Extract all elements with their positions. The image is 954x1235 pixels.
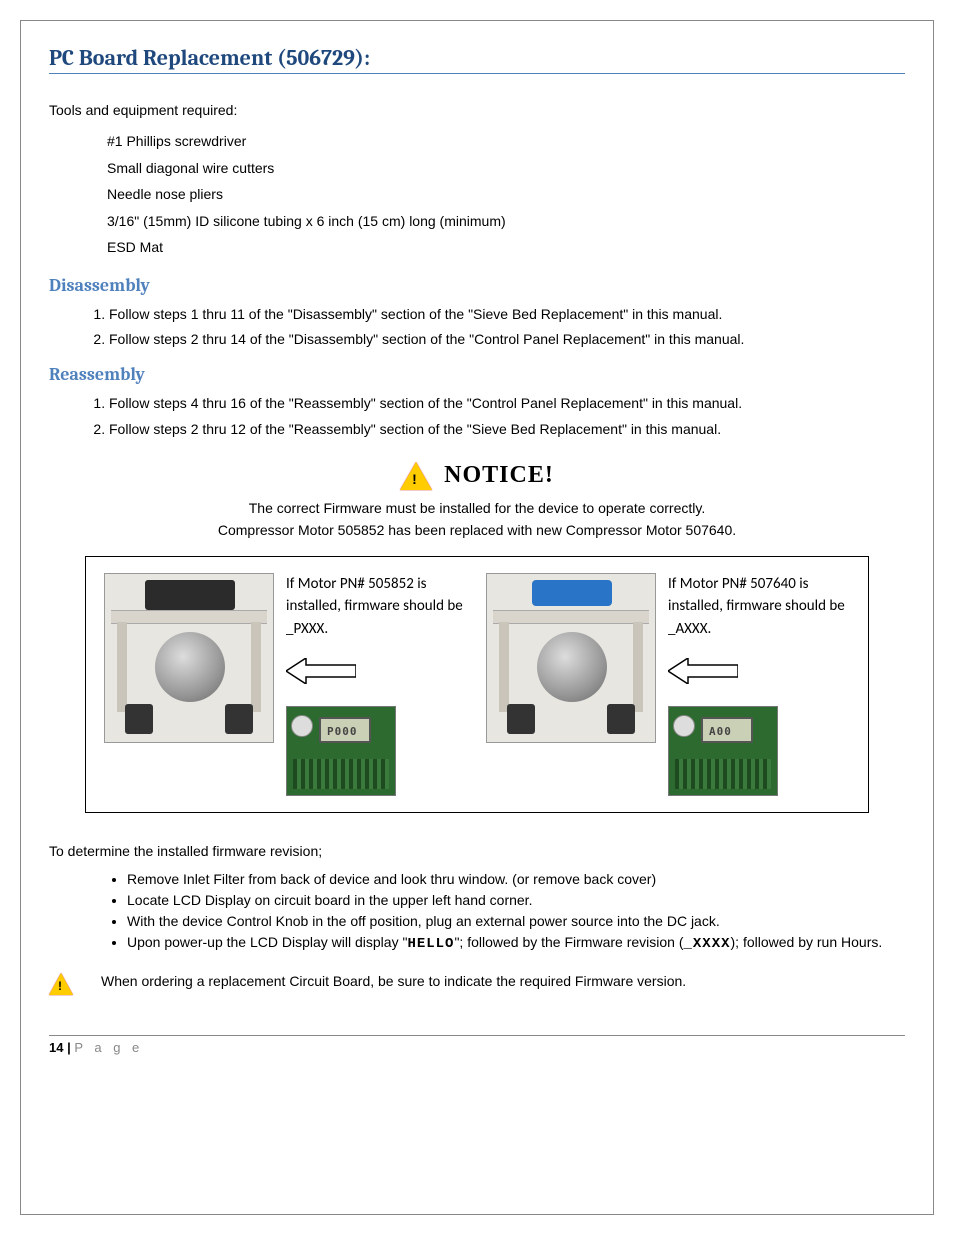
arrow-left-icon (668, 658, 738, 684)
disassembly-heading: Disassembly (49, 275, 905, 296)
panel-left-caption: If Motor PN# 505852 is installed, firmwa… (286, 573, 468, 641)
firmware-panel: If Motor PN# 505852 is installed, firmwa… (85, 556, 869, 814)
page-word: P a g e (74, 1040, 143, 1055)
page-frame: PC Board Replacement (506729): Tools and… (20, 20, 934, 1215)
arrow-left-icon (286, 658, 356, 684)
notice-word: NOTICE! (444, 462, 554, 489)
tool-item: 3/16" (15mm) ID silicone tubing x 6 inch… (107, 208, 905, 235)
page-footer: 14 | P a g e (49, 1035, 905, 1055)
page-title: PC Board Replacement (506729): (49, 45, 905, 74)
panel-right-caption: If Motor PN# 507640 is installed, firmwa… (668, 573, 850, 641)
tool-item: Small diagonal wire cutters (107, 155, 905, 182)
step: Follow steps 4 thru 16 of the "Reassembl… (109, 391, 905, 416)
hello-code: HELLO (407, 936, 454, 952)
motor-photo-507640 (486, 573, 656, 743)
step: Follow steps 2 thru 14 of the "Disassemb… (109, 327, 905, 352)
bullet: Upon power-up the LCD Display will displ… (127, 932, 905, 955)
determine-list: Remove Inlet Filter from back of device … (127, 869, 905, 955)
motor-photo-505852 (104, 573, 274, 743)
bullet: With the device Control Knob in the off … (127, 911, 905, 932)
ordering-note: When ordering a replacement Circuit Boar… (49, 973, 905, 995)
panel-right: If Motor PN# 507640 is installed, firmwa… (486, 573, 850, 797)
reassembly-heading: Reassembly (49, 364, 905, 385)
tools-list: #1 Phillips screwdriver Small diagonal w… (107, 128, 905, 261)
warning-icon (400, 462, 432, 490)
bullet: Remove Inlet Filter from back of device … (127, 869, 905, 890)
xxxx-code: _XXXX (684, 936, 731, 952)
panel-left: If Motor PN# 505852 is installed, firmwa… (104, 573, 468, 797)
disassembly-steps: Follow steps 1 thru 11 of the "Disassemb… (109, 302, 905, 352)
reassembly-steps: Follow steps 4 thru 16 of the "Reassembl… (109, 391, 905, 441)
page-number: 14 | (49, 1040, 74, 1055)
tools-heading: Tools and equipment required: (49, 102, 905, 118)
bullet: Locate LCD Display on circuit board in t… (127, 890, 905, 911)
warning-icon (49, 973, 73, 995)
step: Follow steps 2 thru 12 of the "Reassembl… (109, 417, 905, 442)
notice-block: NOTICE! The correct Firmware must be ins… (49, 462, 905, 538)
tool-item: Needle nose pliers (107, 181, 905, 208)
pcb-photo-right (668, 706, 778, 796)
tool-item: #1 Phillips screwdriver (107, 128, 905, 155)
determine-intro: To determine the installed firmware revi… (49, 843, 905, 859)
ordering-text: When ordering a replacement Circuit Boar… (101, 973, 686, 989)
notice-line: Compressor Motor 505852 has been replace… (49, 522, 905, 538)
step: Follow steps 1 thru 11 of the "Disassemb… (109, 302, 905, 327)
tool-item: ESD Mat (107, 234, 905, 261)
pcb-photo-left (286, 706, 396, 796)
notice-line: The correct Firmware must be installed f… (49, 500, 905, 516)
